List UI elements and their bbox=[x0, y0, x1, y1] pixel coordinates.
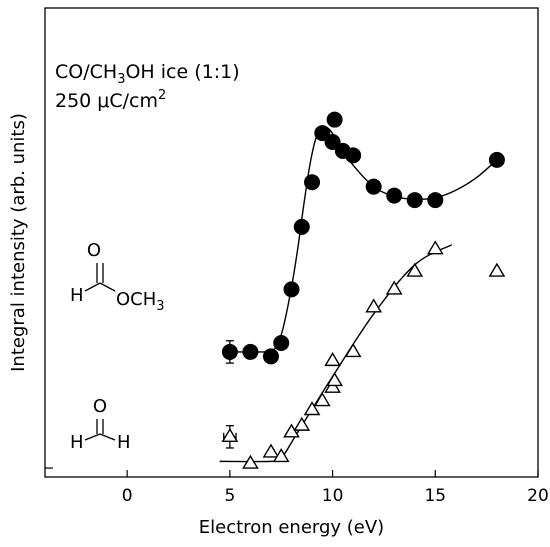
single-bond-line bbox=[84, 282, 101, 292]
single-bond-line bbox=[99, 433, 116, 441]
methyl-formate-o-label: O bbox=[87, 240, 101, 261]
data-point-circle bbox=[242, 343, 259, 360]
data-point-circle bbox=[273, 335, 290, 351]
data-point-circle bbox=[304, 174, 321, 191]
x-tick-label: 10 bbox=[322, 486, 344, 506]
x-tick-label: 20 bbox=[527, 486, 549, 506]
data-point-triangle bbox=[313, 392, 331, 407]
data-point-triangle bbox=[242, 454, 259, 469]
methyl-formate-h-label: H bbox=[70, 285, 84, 306]
data-point-triangle bbox=[262, 443, 280, 458]
formaldehyde-h-left-label: H bbox=[70, 432, 84, 453]
single-bond-line bbox=[99, 282, 116, 292]
data-point-circle bbox=[365, 178, 382, 195]
formaldehyde-structure: OH H bbox=[70, 396, 131, 453]
data-point-circle bbox=[386, 187, 403, 204]
data-point-circle bbox=[314, 125, 331, 142]
data-point-circle bbox=[262, 348, 279, 365]
data-point-triangle bbox=[293, 416, 311, 431]
data-point-circle bbox=[427, 192, 444, 209]
y-axis-label: Integral intensity (arb. units) bbox=[8, 113, 29, 372]
data-point-circle bbox=[283, 281, 300, 298]
annotation-line-2: 250 μC/cm2 bbox=[55, 88, 166, 112]
data-point-triangle bbox=[324, 351, 341, 367]
data-point-circle bbox=[488, 151, 505, 168]
data-point-circle bbox=[345, 147, 362, 164]
methyl-formate-och3-label: OCH3 bbox=[116, 289, 165, 314]
plot-area: 0 5 10 15 20 Electron energy (eV) Integral int… bbox=[8, 7, 549, 538]
data-point-circle bbox=[293, 218, 310, 235]
x-tick-label: 15 bbox=[424, 486, 446, 506]
fit-curve bbox=[229, 126, 498, 353]
x-axis-label: Electron energy (eV) bbox=[199, 517, 384, 538]
single-bond-line bbox=[84, 433, 101, 441]
data-point-triangle bbox=[326, 372, 343, 387]
data-point-triangle bbox=[365, 298, 383, 313]
methyl-formate-structure: O H OCH3 bbox=[70, 240, 165, 314]
data-point-triangle bbox=[406, 262, 424, 277]
formaldehyde-h-right-label: H bbox=[117, 432, 131, 453]
data-point-triangle bbox=[272, 448, 290, 463]
annotation-line-1: CO/CH3OH ice (1:1) bbox=[55, 61, 240, 87]
data-point-circle bbox=[324, 134, 341, 150]
data-point-circle bbox=[221, 343, 238, 360]
x-tick-label: 5 bbox=[224, 486, 235, 506]
data-point-triangle bbox=[426, 240, 444, 255]
axes-frame bbox=[44, 7, 539, 478]
data-point-triangle bbox=[385, 280, 403, 295]
formaldehyde-o-label: O bbox=[93, 396, 107, 417]
data-point-triangle bbox=[221, 427, 239, 442]
series-open-triangles bbox=[219, 240, 506, 469]
x-tick-label: 0 bbox=[122, 486, 133, 506]
data-point-triangle bbox=[303, 401, 321, 416]
data-point-circle bbox=[406, 192, 423, 209]
data-point-circle bbox=[326, 111, 343, 128]
data-point-triangle bbox=[488, 262, 506, 277]
data-point-triangle bbox=[344, 343, 362, 358]
series-filled-circles bbox=[221, 111, 505, 365]
